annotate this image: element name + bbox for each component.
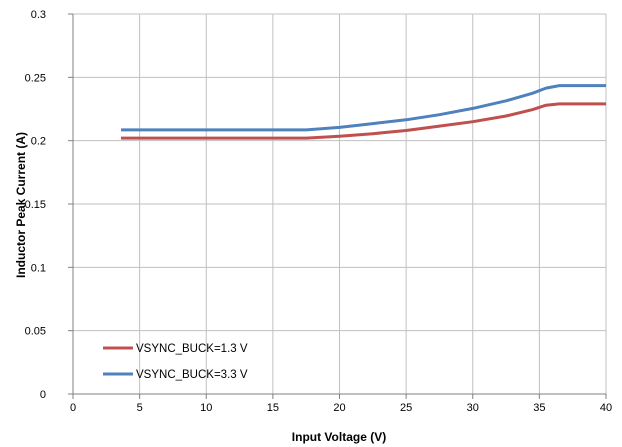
- series-line-1: [121, 102, 606, 140]
- x-tick-label: 5: [137, 402, 143, 414]
- x-tick-label: 40: [600, 402, 612, 414]
- y-tick-label: 0.15: [25, 199, 46, 211]
- series-lines: [121, 84, 606, 140]
- y-tick-label: 0: [40, 389, 46, 401]
- x-tick-label: 35: [533, 402, 545, 414]
- x-tick-label: 30: [467, 402, 479, 414]
- y-tick-label: 0.05: [25, 326, 46, 338]
- x-tick-label: 0: [70, 402, 76, 414]
- legend: VSYNC_BUCK=1.3 V VSYNC_BUCK=3.3 V: [103, 343, 248, 381]
- y-tick-labels: 0 0.05 0.1 0.15 0.2 0.25 0.3: [25, 9, 46, 401]
- x-tick-label: 15: [267, 402, 279, 414]
- series-line-2: [121, 84, 606, 132]
- x-tick-labels: 0 5 10 15 20 25 30 35 40: [70, 402, 612, 414]
- y-tick-label: 0.25: [25, 72, 46, 84]
- legend-label-1: VSYNC_BUCK=1.3 V: [136, 343, 248, 355]
- y-axis-title: Inductor Peak Current (A): [14, 132, 28, 278]
- x-tick-label: 25: [400, 402, 412, 414]
- legend-label-2: VSYNC_BUCK=3.3 V: [136, 369, 248, 381]
- legend-item-2: VSYNC_BUCK=3.3 V: [103, 369, 248, 381]
- y-tick-label: 0.1: [31, 262, 46, 274]
- axes: [68, 13, 607, 399]
- gridlines: [73, 13, 607, 394]
- legend-item-1: VSYNC_BUCK=1.3 V: [103, 343, 248, 355]
- x-tick-label: 10: [200, 402, 212, 414]
- y-tick-label: 0.3: [31, 9, 46, 21]
- y-tick-label: 0.2: [31, 136, 46, 148]
- x-tick-label: 20: [333, 402, 345, 414]
- x-axis-title: Input Voltage (V): [292, 430, 386, 444]
